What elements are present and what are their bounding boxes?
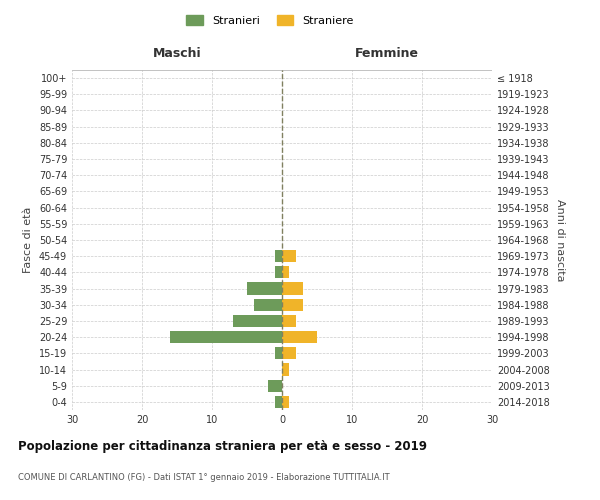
Bar bbox=[275, 250, 282, 262]
Bar bbox=[254, 298, 282, 311]
Text: Maschi: Maschi bbox=[152, 47, 202, 60]
Text: Femmine: Femmine bbox=[355, 47, 419, 60]
Bar bbox=[247, 282, 282, 294]
Bar bbox=[275, 396, 282, 408]
Bar bbox=[282, 315, 296, 327]
Bar bbox=[275, 266, 282, 278]
Y-axis label: Anni di nascita: Anni di nascita bbox=[555, 198, 565, 281]
Bar bbox=[233, 315, 282, 327]
Bar bbox=[282, 266, 289, 278]
Text: Popolazione per cittadinanza straniera per età e sesso - 2019: Popolazione per cittadinanza straniera p… bbox=[18, 440, 427, 453]
Bar bbox=[170, 331, 282, 343]
Legend: Stranieri, Straniere: Stranieri, Straniere bbox=[182, 10, 358, 30]
Bar bbox=[282, 298, 303, 311]
Y-axis label: Fasce di età: Fasce di età bbox=[23, 207, 33, 273]
Bar bbox=[282, 250, 296, 262]
Bar bbox=[282, 282, 303, 294]
Bar bbox=[275, 348, 282, 360]
Text: COMUNE DI CARLANTINO (FG) - Dati ISTAT 1° gennaio 2019 - Elaborazione TUTTITALIA: COMUNE DI CARLANTINO (FG) - Dati ISTAT 1… bbox=[18, 473, 389, 482]
Bar bbox=[282, 348, 296, 360]
Bar bbox=[282, 396, 289, 408]
Bar bbox=[282, 331, 317, 343]
Bar bbox=[268, 380, 282, 392]
Bar bbox=[282, 364, 289, 376]
